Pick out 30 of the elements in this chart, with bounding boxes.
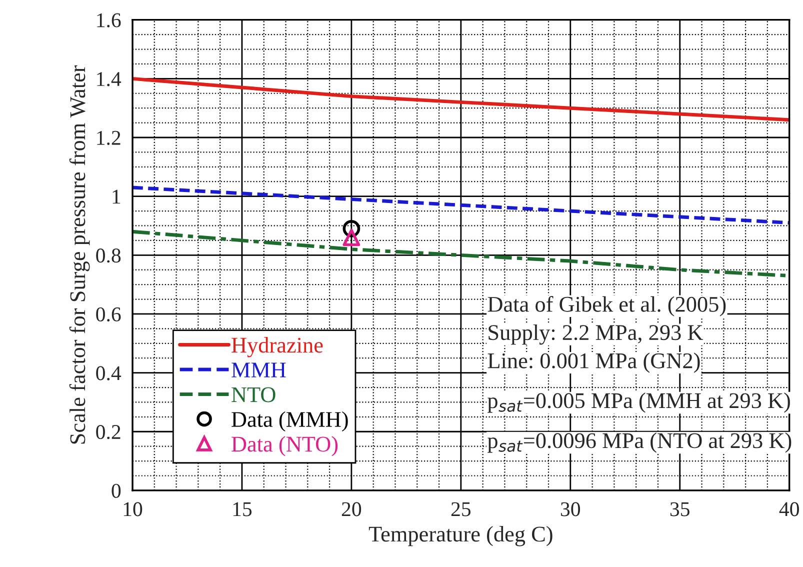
y-tick-label: 1.4	[97, 72, 122, 86]
legend-label: Data (NTO)	[232, 436, 338, 456]
annotation: p$_{sat}$=0.005 MPa (MMH at 293 K)	[488, 392, 790, 413]
y-tick-label: 0.4	[96, 366, 122, 380]
x-tick-label: 35	[670, 502, 690, 516]
legend-label: Data (MMH)	[232, 411, 348, 432]
line-series	[132, 76, 790, 122]
x-tick-label: 30	[560, 502, 580, 516]
y-tick-label: 1.6	[97, 13, 121, 28]
y-tick-label: 0	[112, 484, 121, 498]
x-tick-label: 25	[451, 502, 471, 516]
y-axis-title: Scale factor for Surge pressure from Water	[69, 65, 90, 444]
y-tick-label: 1.2	[97, 130, 120, 146]
y-tick-label: 0.8	[96, 248, 121, 263]
annotation: Supply: 2.2 MPa, 293 K	[488, 324, 704, 345]
line-series	[132, 186, 790, 225]
y-tick-label: 0.6	[96, 307, 121, 322]
y-tick-label: 1	[112, 190, 120, 204]
legend-label: MMH	[232, 362, 286, 378]
x-tick-label: 10	[124, 502, 142, 516]
x-tick-label: 15	[233, 502, 252, 516]
legend-label: NTO	[232, 387, 276, 402]
legend-label: Hydrazine	[232, 337, 323, 358]
y-tick-label: 0.2	[96, 425, 120, 440]
annotation: Line: 0.001 MPa (GN2)	[488, 352, 700, 373]
x-tick-label: 20	[342, 502, 362, 516]
annotation: Data of Gibek et al. (2005)	[488, 296, 726, 316]
x-tick-label: 40	[779, 502, 799, 516]
annotation: p$_{sat}$=0.0096 MPa (NTO at 293 K)	[488, 432, 792, 453]
x-axis-title: Temperature (deg C)	[368, 526, 552, 546]
